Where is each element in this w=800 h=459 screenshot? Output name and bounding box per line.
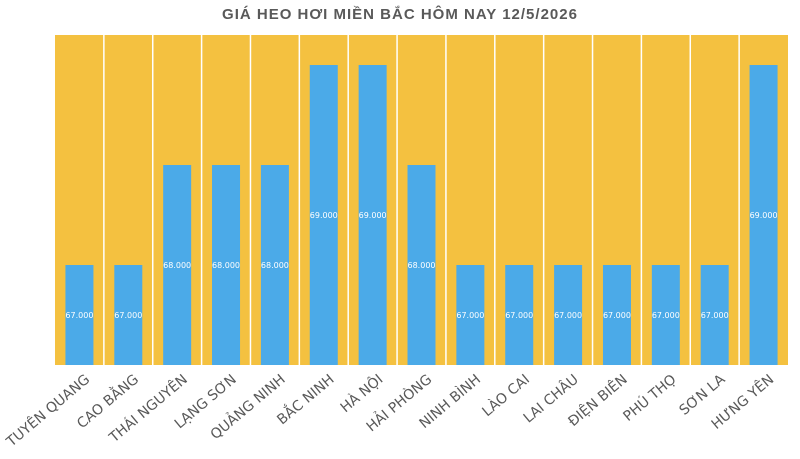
bar: [554, 265, 583, 365]
bar: [309, 65, 338, 365]
data-label: 67.000: [603, 311, 631, 320]
bar: [163, 165, 192, 365]
data-label: 68.000: [261, 261, 289, 270]
chart-title: GIÁ HEO HƠI MIỀN BẮC HÔM NAY 12/5/2026: [222, 6, 578, 23]
data-label: 67.000: [114, 311, 142, 320]
data-label: 69.000: [750, 211, 778, 220]
data-label: 67.000: [456, 311, 484, 320]
data-label: 68.000: [408, 261, 436, 270]
bar: [749, 65, 778, 365]
data-label: 69.000: [359, 211, 387, 220]
bar: [114, 265, 143, 365]
data-label: 67.000: [652, 311, 680, 320]
bar: [456, 265, 485, 365]
x-tick-label: PHÚ THỌ: [619, 370, 679, 425]
bar: [651, 265, 680, 365]
data-label: 69.000: [310, 211, 338, 220]
data-label: 68.000: [163, 261, 191, 270]
bar: [407, 165, 436, 365]
data-label: 67.000: [554, 311, 582, 320]
bar: [602, 265, 631, 365]
bar: [358, 65, 387, 365]
data-label: 67.000: [505, 311, 533, 320]
x-tick-label: THÁI NGUYÊN: [104, 370, 190, 447]
bar: [212, 165, 241, 365]
x-tick-label: TUYÊN QUANG: [2, 370, 93, 451]
bar: [700, 265, 729, 365]
bar: [260, 165, 289, 365]
data-label: 67.000: [65, 311, 93, 320]
bar: [65, 265, 94, 365]
data-label: 68.000: [212, 261, 240, 270]
bar: [505, 265, 534, 365]
data-label: 67.000: [701, 311, 729, 320]
